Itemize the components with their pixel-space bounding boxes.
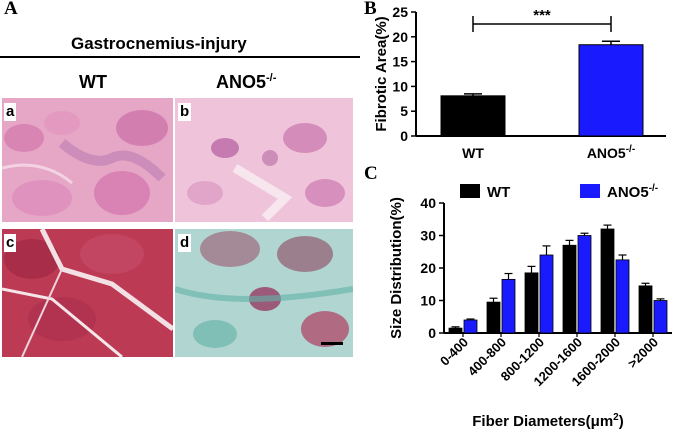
y-tick-label: 20 [420,260,436,276]
micrograph-he-ano5-image [175,98,353,222]
bar [577,235,592,334]
bar [486,301,501,334]
panel-a-title: Gastrocnemius-injury [71,34,247,53]
legend-swatch [460,184,480,198]
bar [524,272,539,334]
y-tick-label: 0 [400,128,408,144]
scale-bar [321,342,343,345]
bar [600,228,615,334]
micrograph-he-wt [2,98,173,222]
panel-letter-b: B [364,0,377,19]
panel-letter-a: A [4,0,18,19]
column-label-wt: WT [79,72,107,92]
micrograph-stain-ano5-image [175,229,353,357]
y-tick-label: 25 [392,4,408,20]
bar [440,95,506,137]
bar [448,327,463,334]
x-tick-label: ANO5-/- [587,144,635,161]
micrograph-stain-wt [2,229,173,357]
column-label-ano5-sup: -/- [266,72,277,84]
legend-label: WT [487,184,510,201]
bar [501,278,516,334]
tile-label-a: a [4,103,17,121]
panel-letter-c: C [364,163,378,184]
y-tick-label: 10 [392,78,408,94]
bar [562,244,577,334]
y-tick-label: 5 [400,103,408,119]
legend-label: ANO5-/- [607,183,658,201]
y-axis-label: Size Distribution(%) [388,197,405,339]
x-tick-label: >2000 [625,335,661,371]
title-underline [0,56,360,58]
bar [638,285,653,334]
y-tick-label: 20 [392,29,408,45]
micrograph-he-wt-image [2,98,173,222]
y-tick-label: 40 [420,195,436,211]
bar [539,254,554,334]
y-tick-label: 10 [420,293,436,309]
column-label-ano5: ANO5-/- [216,72,277,92]
tile-label-d: d [178,234,192,252]
bar [578,44,644,137]
legend-swatch [580,184,600,198]
y-tick-label: 30 [420,228,436,244]
micrograph-stain-wt-image [2,229,173,357]
x-tick-label: 0-400 [437,335,471,369]
micrograph-he-ano5 [175,98,353,222]
y-axis-label: Fibrotic Area(%) [373,16,390,131]
y-tick-label: 0 [428,325,436,341]
bar [615,259,630,334]
significance-label: *** [533,7,551,24]
bar [653,300,668,334]
bar [463,319,478,334]
x-axis-label: Fiber Diameters(μm2) [472,412,623,430]
x-tick-label: WT [462,145,484,161]
tile-label-b: b [178,103,192,121]
y-tick-label: 15 [392,54,408,70]
micrograph-stain-ano5 [175,229,353,357]
tile-label-c: c [4,234,17,252]
